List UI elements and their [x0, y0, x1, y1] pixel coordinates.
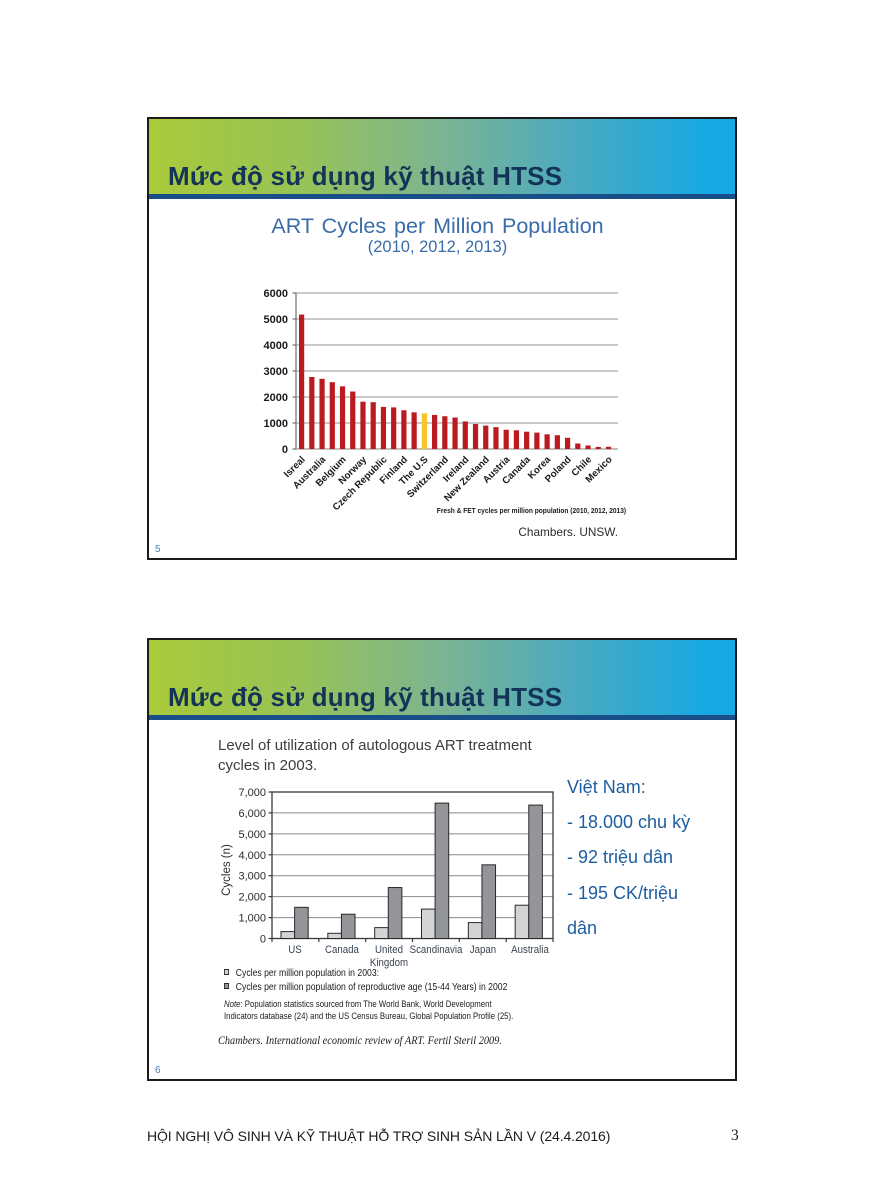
svg-text:2000: 2000	[264, 392, 288, 404]
svg-text:0: 0	[260, 934, 266, 946]
svg-text:2,000: 2,000	[238, 892, 266, 904]
svg-text:0: 0	[282, 444, 288, 456]
svg-text:6,000: 6,000	[238, 808, 266, 820]
svg-text:6000: 6000	[264, 288, 288, 300]
svg-text:5000: 5000	[264, 314, 288, 326]
svg-text:5,000: 5,000	[238, 829, 266, 841]
svg-text:Cycles (n): Cycles (n)	[221, 844, 233, 896]
svg-text:1000: 1000	[264, 418, 288, 430]
svg-text:1,000: 1,000	[238, 913, 266, 925]
svg-text:4000: 4000	[264, 340, 288, 352]
svg-text:3000: 3000	[264, 366, 288, 378]
svg-text:7,000: 7,000	[238, 787, 266, 799]
svg-text:4,000: 4,000	[238, 850, 266, 862]
svg-text:3,000: 3,000	[238, 871, 266, 883]
